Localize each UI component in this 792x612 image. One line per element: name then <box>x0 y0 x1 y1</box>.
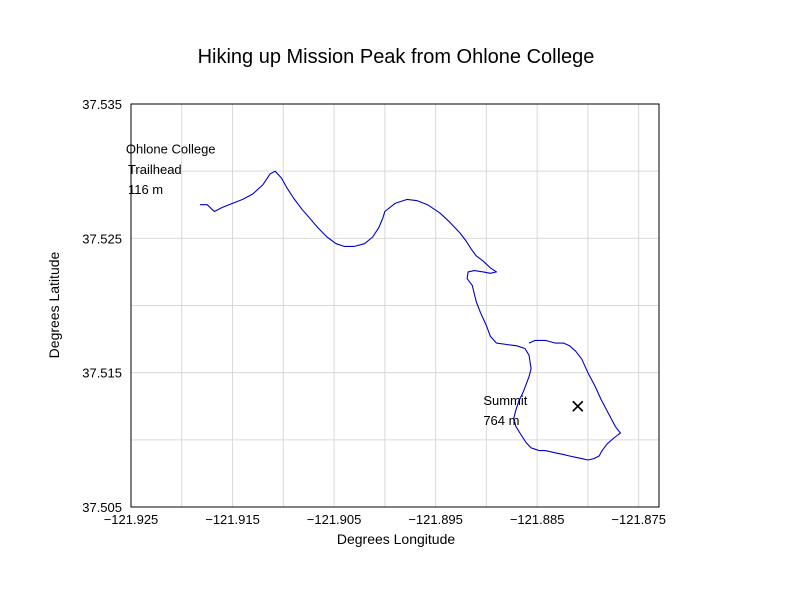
x-tick-label: −121.905 <box>307 512 362 527</box>
x-tick-label: −121.875 <box>611 512 666 527</box>
x-axis-ticks: −121.925 −121.915 −121.905 −121.895 −121.885… <box>104 512 666 527</box>
x-tick-label: −121.895 <box>408 512 463 527</box>
y-tick-label: 37.535 <box>82 97 122 112</box>
annotation-text: Trailhead <box>128 162 182 177</box>
x-tick-label: −121.885 <box>510 512 565 527</box>
x-tick-label: −121.915 <box>205 512 260 527</box>
y-axis-ticks: 37.505 37.515 37.525 37.535 <box>82 97 122 515</box>
annotation-text: Ohlone College <box>126 142 216 157</box>
plot-frame <box>130 103 660 508</box>
annotations: Ohlone College Trailhead 116 m Summit 764 m <box>126 142 528 428</box>
y-tick-label: 37.515 <box>82 366 122 381</box>
hiking-track-line <box>200 170 621 461</box>
x-axis-label: Degrees Longitude <box>337 531 456 547</box>
y-tick-label: 37.525 <box>82 231 122 246</box>
annotation-text: Summit <box>483 393 527 408</box>
y-axis-label: Degrees Latitude <box>46 251 62 358</box>
summit-marker-stroke <box>572 400 584 412</box>
annotation-text: 116 m <box>128 182 163 197</box>
x-tick-label: −121.925 <box>104 512 159 527</box>
annotation-text: 764 m <box>483 413 519 428</box>
y-tick-label: 37.505 <box>82 500 122 515</box>
summit-marker <box>572 400 584 412</box>
chart-title: Hiking up Mission Peak from Ohlone Colle… <box>198 46 595 68</box>
grid-lines <box>130 103 659 508</box>
